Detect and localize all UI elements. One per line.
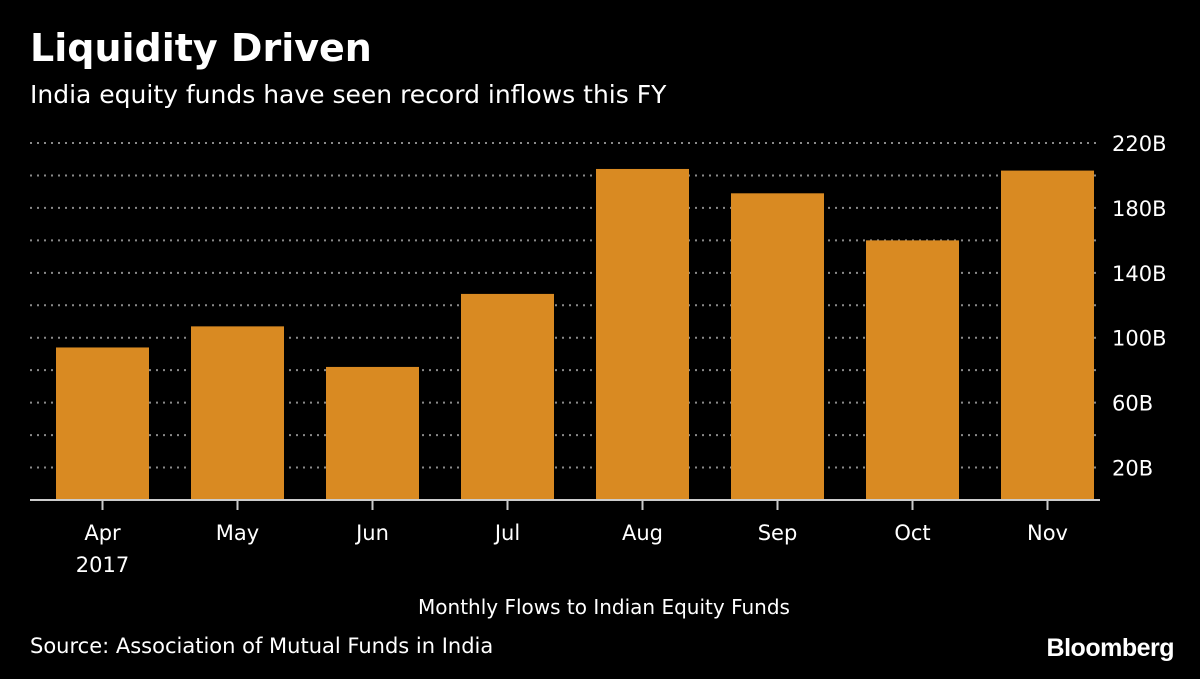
x-tick-label: Sep [758, 521, 798, 545]
bar [596, 168, 689, 501]
x-tick-label: May [216, 521, 259, 545]
y-tick-label: 220B [1112, 132, 1167, 156]
x-tick-label: Aug [622, 521, 663, 545]
bar [731, 193, 824, 500]
x-tick-label: Apr [84, 521, 121, 545]
bar [461, 293, 554, 500]
x-tick-sublabel: 2017 [76, 553, 129, 577]
y-tick-label: 60B [1112, 392, 1153, 416]
bar [56, 347, 149, 500]
x-tick-label: Nov [1027, 521, 1068, 545]
chart-title: Liquidity Driven [30, 26, 372, 70]
x-tick-label: Oct [894, 521, 930, 545]
bar [1001, 170, 1094, 500]
bar [191, 326, 284, 500]
x-tick-label: Jul [493, 521, 520, 545]
x-tick-label: Jun [354, 521, 389, 545]
source-note: Source: Association of Mutual Funds in I… [30, 634, 494, 658]
bar [326, 366, 419, 500]
bloomberg-logo: Bloomberg [1046, 634, 1175, 662]
y-tick-label: 140B [1112, 262, 1167, 286]
y-tick-label: 20B [1112, 457, 1153, 481]
y-tick-label: 100B [1112, 327, 1167, 351]
chart-subtitle: India equity funds have seen record infl… [30, 80, 667, 109]
bar [866, 240, 959, 500]
x-axis-title: Monthly Flows to Indian Equity Funds [418, 595, 790, 619]
y-tick-label: 180B [1112, 197, 1167, 221]
